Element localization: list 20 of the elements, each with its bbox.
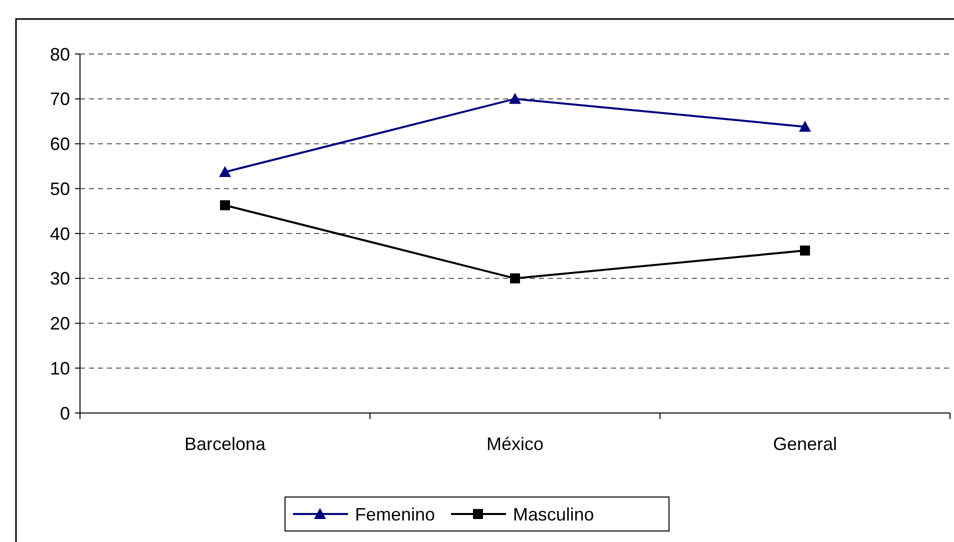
y-tick-label: 50 xyxy=(50,178,70,199)
point xyxy=(219,166,231,178)
legend-label: Femenino xyxy=(355,504,436,524)
y-tick-label: 40 xyxy=(50,224,70,244)
point xyxy=(510,273,520,284)
y-tick-label: 0 xyxy=(60,403,70,424)
point xyxy=(220,200,230,210)
point xyxy=(799,120,811,132)
x-tick-label: México xyxy=(486,434,544,454)
point xyxy=(800,246,810,256)
legend-label: Masculino xyxy=(513,504,594,524)
y-tick-label: 20 xyxy=(50,314,70,334)
x-tick-label: General xyxy=(772,434,838,454)
x-tick-label: Barcelona xyxy=(184,434,267,454)
y-tick-label: 80 xyxy=(50,44,70,64)
y-tick-label: 60 xyxy=(50,134,70,154)
y-tick-label: 30 xyxy=(50,268,70,289)
point xyxy=(509,92,521,104)
y-tick-label: 70 xyxy=(50,89,70,110)
y-tick-label: 10 xyxy=(50,358,70,378)
